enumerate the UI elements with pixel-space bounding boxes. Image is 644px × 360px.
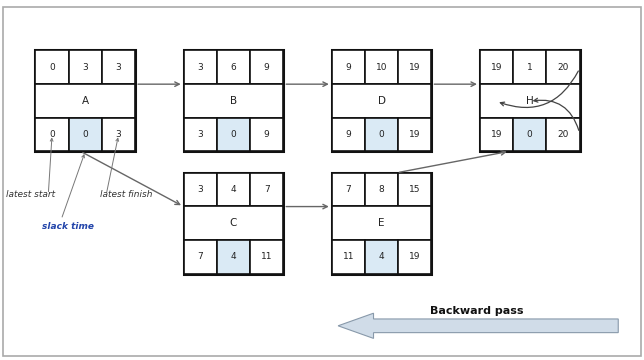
Text: slack time: slack time xyxy=(42,222,94,231)
Text: 3: 3 xyxy=(82,63,88,72)
Text: 7: 7 xyxy=(197,252,203,261)
Text: 7: 7 xyxy=(264,185,270,194)
Text: 19: 19 xyxy=(409,130,421,139)
Text: H: H xyxy=(526,96,534,106)
Text: 3: 3 xyxy=(116,130,122,139)
Text: latest finish: latest finish xyxy=(100,190,153,199)
Text: 19: 19 xyxy=(409,252,421,261)
Bar xyxy=(365,173,398,206)
Text: C: C xyxy=(230,218,237,228)
Text: E: E xyxy=(378,218,385,228)
Bar xyxy=(184,118,217,151)
Text: A: A xyxy=(82,96,89,106)
Text: 4: 4 xyxy=(231,252,236,261)
Text: 9: 9 xyxy=(264,63,270,72)
Text: 4: 4 xyxy=(231,185,236,194)
Bar xyxy=(35,50,135,151)
Bar xyxy=(480,118,513,151)
Bar xyxy=(365,240,398,274)
Bar xyxy=(35,50,69,84)
Bar xyxy=(102,118,135,151)
Bar xyxy=(250,118,283,151)
Bar xyxy=(398,50,431,84)
Text: 11: 11 xyxy=(343,252,354,261)
Bar xyxy=(250,240,283,274)
Text: 11: 11 xyxy=(261,252,272,261)
Text: 7: 7 xyxy=(345,185,351,194)
Bar xyxy=(365,50,398,84)
Text: 3: 3 xyxy=(197,185,203,194)
Text: 19: 19 xyxy=(491,63,502,72)
Text: B: B xyxy=(230,96,237,106)
Bar xyxy=(398,118,431,151)
Text: 0: 0 xyxy=(82,130,88,139)
Bar xyxy=(184,173,217,206)
Bar xyxy=(398,173,431,206)
Bar xyxy=(184,206,283,240)
Bar xyxy=(102,50,135,84)
Text: 0: 0 xyxy=(379,130,384,139)
Bar xyxy=(332,173,431,274)
Bar xyxy=(480,50,513,84)
Polygon shape xyxy=(338,313,618,338)
Bar xyxy=(332,84,431,118)
Bar xyxy=(217,50,250,84)
Text: 10: 10 xyxy=(376,63,387,72)
Text: 3: 3 xyxy=(197,63,203,72)
Bar xyxy=(546,50,580,84)
Text: 6: 6 xyxy=(231,63,236,72)
Text: 3: 3 xyxy=(197,130,203,139)
Bar xyxy=(184,240,217,274)
Bar xyxy=(35,118,69,151)
Text: 4: 4 xyxy=(379,252,384,261)
Bar xyxy=(217,173,250,206)
Text: 0: 0 xyxy=(231,130,236,139)
Text: 0: 0 xyxy=(49,63,55,72)
Bar xyxy=(250,173,283,206)
Text: 15: 15 xyxy=(409,185,421,194)
Text: 3: 3 xyxy=(116,63,122,72)
Text: 0: 0 xyxy=(49,130,55,139)
Text: Backward pass: Backward pass xyxy=(430,306,524,316)
Bar xyxy=(217,118,250,151)
Bar xyxy=(35,84,135,118)
Text: D: D xyxy=(377,96,386,106)
Bar xyxy=(184,50,217,84)
Bar xyxy=(332,118,365,151)
Bar xyxy=(480,50,580,151)
Bar xyxy=(365,118,398,151)
Bar xyxy=(69,118,102,151)
Bar xyxy=(184,84,283,118)
Text: latest start: latest start xyxy=(6,190,55,199)
Bar xyxy=(184,50,283,151)
Text: 1: 1 xyxy=(527,63,533,72)
Bar xyxy=(513,118,546,151)
Bar xyxy=(513,50,546,84)
Bar xyxy=(398,240,431,274)
Text: 20: 20 xyxy=(557,63,569,72)
Text: 20: 20 xyxy=(557,130,569,139)
Bar xyxy=(332,206,431,240)
Text: 9: 9 xyxy=(345,130,351,139)
Text: 8: 8 xyxy=(379,185,384,194)
Text: 19: 19 xyxy=(409,63,421,72)
Bar xyxy=(184,173,283,274)
Bar xyxy=(332,50,431,151)
Bar xyxy=(217,240,250,274)
Bar xyxy=(546,118,580,151)
Text: 0: 0 xyxy=(527,130,533,139)
Bar xyxy=(250,50,283,84)
Bar xyxy=(69,50,102,84)
Bar xyxy=(332,173,365,206)
Bar xyxy=(332,240,365,274)
Text: 9: 9 xyxy=(345,63,351,72)
Bar xyxy=(480,84,580,118)
Text: 9: 9 xyxy=(264,130,270,139)
Text: 19: 19 xyxy=(491,130,502,139)
Bar xyxy=(332,50,365,84)
